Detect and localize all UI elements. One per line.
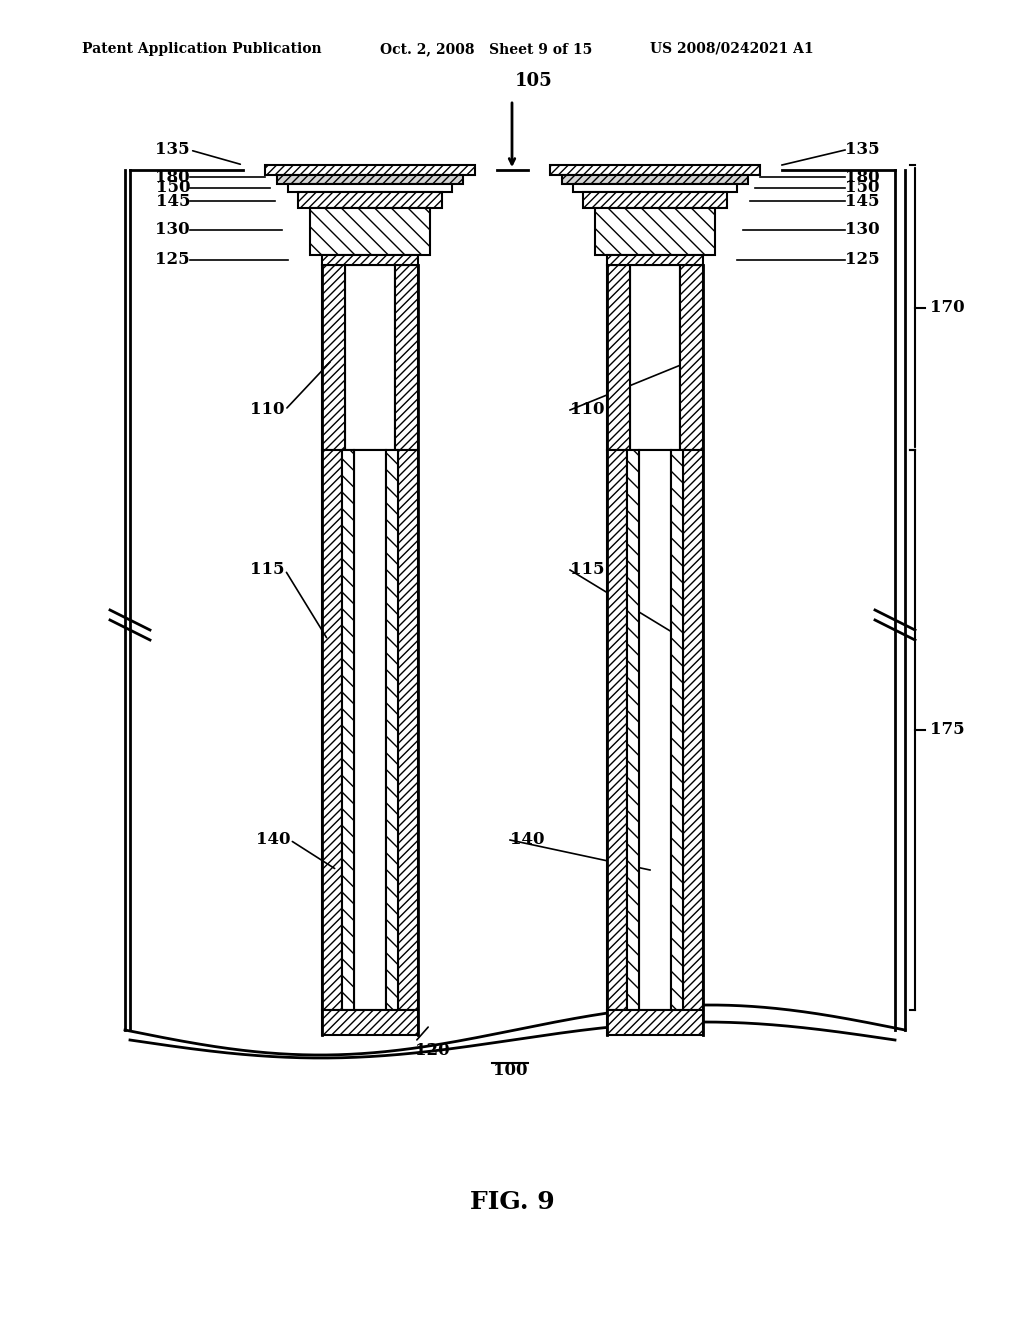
FancyBboxPatch shape (683, 450, 703, 1010)
FancyBboxPatch shape (354, 450, 386, 1010)
Text: 140: 140 (510, 832, 545, 849)
Text: 150: 150 (156, 180, 190, 197)
FancyBboxPatch shape (288, 183, 452, 191)
Text: Patent Application Publication: Patent Application Publication (82, 42, 322, 55)
Text: 125: 125 (845, 252, 880, 268)
FancyBboxPatch shape (342, 450, 354, 1010)
FancyBboxPatch shape (550, 165, 760, 176)
Text: 145: 145 (156, 193, 190, 210)
FancyBboxPatch shape (298, 191, 442, 209)
FancyBboxPatch shape (595, 209, 715, 255)
FancyBboxPatch shape (630, 265, 680, 450)
FancyBboxPatch shape (322, 265, 345, 450)
Text: 180: 180 (845, 169, 880, 186)
FancyBboxPatch shape (322, 1010, 418, 1035)
FancyBboxPatch shape (310, 209, 430, 255)
FancyBboxPatch shape (562, 176, 748, 183)
FancyBboxPatch shape (395, 265, 418, 450)
Text: 110: 110 (251, 401, 285, 418)
FancyBboxPatch shape (607, 265, 630, 450)
Text: 125: 125 (156, 252, 190, 268)
Text: 145: 145 (845, 193, 880, 210)
FancyBboxPatch shape (278, 176, 463, 183)
FancyBboxPatch shape (671, 450, 683, 1010)
Text: 135: 135 (156, 141, 190, 158)
FancyBboxPatch shape (627, 450, 639, 1010)
FancyBboxPatch shape (265, 165, 475, 176)
Text: 135: 135 (845, 141, 880, 158)
Text: 180: 180 (156, 169, 190, 186)
Text: 175: 175 (930, 722, 965, 738)
FancyBboxPatch shape (607, 255, 703, 265)
FancyBboxPatch shape (322, 450, 342, 1010)
FancyBboxPatch shape (607, 1010, 703, 1035)
FancyBboxPatch shape (345, 265, 395, 450)
Text: FIG. 9: FIG. 9 (470, 1191, 554, 1214)
FancyBboxPatch shape (386, 450, 398, 1010)
FancyBboxPatch shape (607, 450, 627, 1010)
FancyBboxPatch shape (583, 191, 727, 209)
Text: 100: 100 (493, 1063, 527, 1078)
Text: 120: 120 (415, 1041, 450, 1059)
Text: 130: 130 (845, 222, 880, 239)
Text: 130: 130 (156, 222, 190, 239)
Text: 115: 115 (570, 561, 604, 578)
Text: 105: 105 (515, 73, 553, 90)
Text: 150: 150 (845, 180, 880, 197)
FancyBboxPatch shape (639, 450, 671, 1010)
FancyBboxPatch shape (398, 450, 418, 1010)
Text: 140: 140 (256, 832, 290, 849)
FancyBboxPatch shape (573, 183, 737, 191)
Text: 115: 115 (251, 561, 285, 578)
Text: Oct. 2, 2008   Sheet 9 of 15: Oct. 2, 2008 Sheet 9 of 15 (380, 42, 592, 55)
Text: 170: 170 (930, 300, 965, 315)
Text: US 2008/0242021 A1: US 2008/0242021 A1 (650, 42, 814, 55)
Text: 110: 110 (570, 401, 604, 418)
FancyBboxPatch shape (680, 265, 703, 450)
FancyBboxPatch shape (322, 255, 418, 265)
